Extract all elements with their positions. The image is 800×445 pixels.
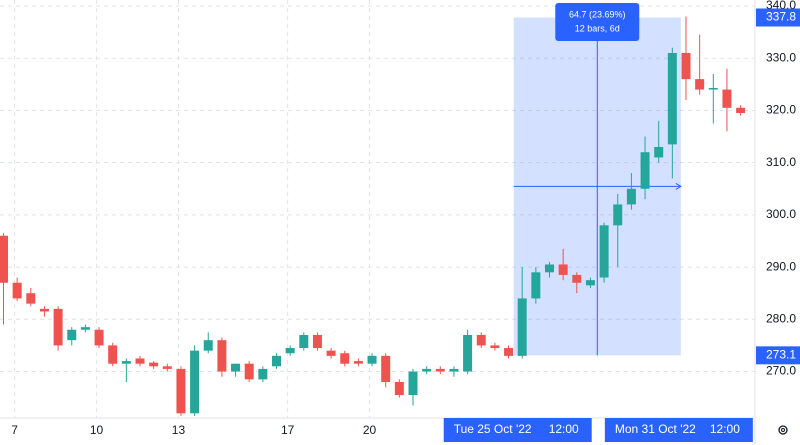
body	[681, 53, 691, 80]
body	[26, 293, 36, 304]
body	[435, 368, 445, 372]
body	[39, 308, 49, 312]
gear-center[interactable]	[781, 428, 785, 432]
body	[736, 107, 746, 114]
axes: 270.0280.0290.0300.0310.0320.0330.0340.0…	[11, 0, 800, 442]
body	[449, 368, 459, 372]
y-tick-label: 290.0	[766, 259, 796, 273]
x-tick-label: 10	[90, 423, 104, 437]
measure-tool: 64.7 (23.69%) 12 bars, 6d	[513, 3, 682, 356]
date-label: Tue 25 Oct '22	[454, 422, 532, 436]
body	[312, 334, 322, 349]
x-tick-label: 17	[281, 423, 295, 437]
body	[190, 350, 200, 414]
body	[545, 264, 554, 273]
body	[558, 264, 568, 275]
body	[121, 361, 131, 364]
price-label: 337.8	[766, 10, 796, 24]
body	[708, 87, 718, 90]
body	[422, 368, 432, 372]
body	[490, 345, 500, 349]
body	[667, 53, 677, 145]
body	[244, 363, 254, 380]
body	[695, 79, 705, 90]
measure-bars: 12 bars, 6d	[575, 23, 620, 33]
settings-icon[interactable]	[778, 425, 788, 435]
body	[67, 329, 77, 341]
body	[394, 381, 404, 396]
body	[217, 340, 227, 372]
body	[135, 358, 145, 364]
date-label-box	[443, 418, 592, 442]
measure-label-box	[555, 3, 640, 41]
y-tick-label: 280.0	[766, 311, 796, 325]
body	[176, 368, 186, 414]
body	[353, 361, 363, 364]
y-tick-label: 330.0	[766, 50, 796, 64]
body	[53, 308, 63, 346]
date-label: Mon 31 Oct '22	[615, 422, 696, 436]
x-tick-label: 13	[172, 423, 186, 437]
y-tick-label: 320.0	[766, 103, 796, 117]
price-label: 273.1	[766, 348, 796, 362]
body	[326, 350, 336, 356]
date-label-box	[604, 418, 753, 442]
body	[340, 353, 350, 364]
y-tick-label: 300.0	[766, 207, 796, 221]
price-label-box	[756, 8, 800, 27]
body	[408, 371, 418, 396]
y-tick-label: 310.0	[766, 155, 796, 169]
body	[504, 348, 514, 356]
body	[367, 355, 377, 364]
body	[203, 340, 213, 351]
body	[654, 146, 664, 158]
body	[531, 272, 541, 299]
gear[interactable]	[778, 425, 788, 435]
x-tick-label: 20	[363, 423, 377, 437]
body	[572, 274, 582, 283]
body	[299, 334, 309, 349]
body	[231, 363, 241, 372]
body	[272, 355, 281, 367]
body	[722, 89, 732, 108]
body	[149, 362, 159, 367]
body	[108, 345, 118, 364]
body	[285, 348, 295, 354]
body	[258, 368, 268, 380]
body	[626, 188, 636, 205]
body	[162, 366, 172, 369]
body	[476, 334, 486, 346]
x-tick-label: 7	[11, 423, 18, 437]
measure-arrow	[675, 182, 682, 190]
candles	[0, 16, 746, 416]
body	[599, 225, 609, 278]
time-label: 12:00	[710, 422, 740, 436]
body	[517, 298, 527, 356]
y-tick-label: 270.0	[766, 364, 796, 378]
body	[0, 235, 8, 283]
time-label: 12:00	[549, 422, 579, 436]
body	[80, 327, 90, 330]
grid	[0, 0, 755, 418]
body	[463, 334, 473, 372]
body	[94, 329, 104, 346]
body	[640, 152, 650, 189]
body	[12, 282, 22, 299]
price-label-box	[756, 346, 800, 365]
body	[381, 355, 391, 382]
measure-change: 64.7 (23.69%)	[569, 9, 626, 19]
body	[585, 280, 595, 286]
body	[613, 204, 623, 226]
